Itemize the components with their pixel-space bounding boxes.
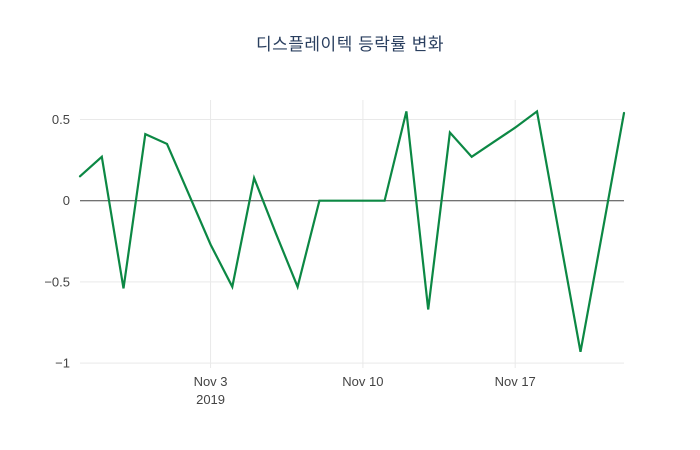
x-axis-tick-label: Nov 3	[194, 374, 228, 389]
series-line	[78, 109, 626, 352]
chart-title: 디스플레이텍 등락률 변화	[256, 35, 444, 54]
y-axis-tick-label: −0.5	[44, 274, 70, 289]
x-axis-year-label: 2019	[196, 392, 225, 407]
x-axis-tick-label: Nov 10	[342, 374, 383, 389]
x-axis-tick-label: Nov 17	[495, 374, 536, 389]
y-axis-tick-label: −1	[55, 356, 70, 371]
y-axis-tick-label: 0.5	[52, 112, 70, 127]
y-axis-tick-label: 0	[63, 193, 70, 208]
